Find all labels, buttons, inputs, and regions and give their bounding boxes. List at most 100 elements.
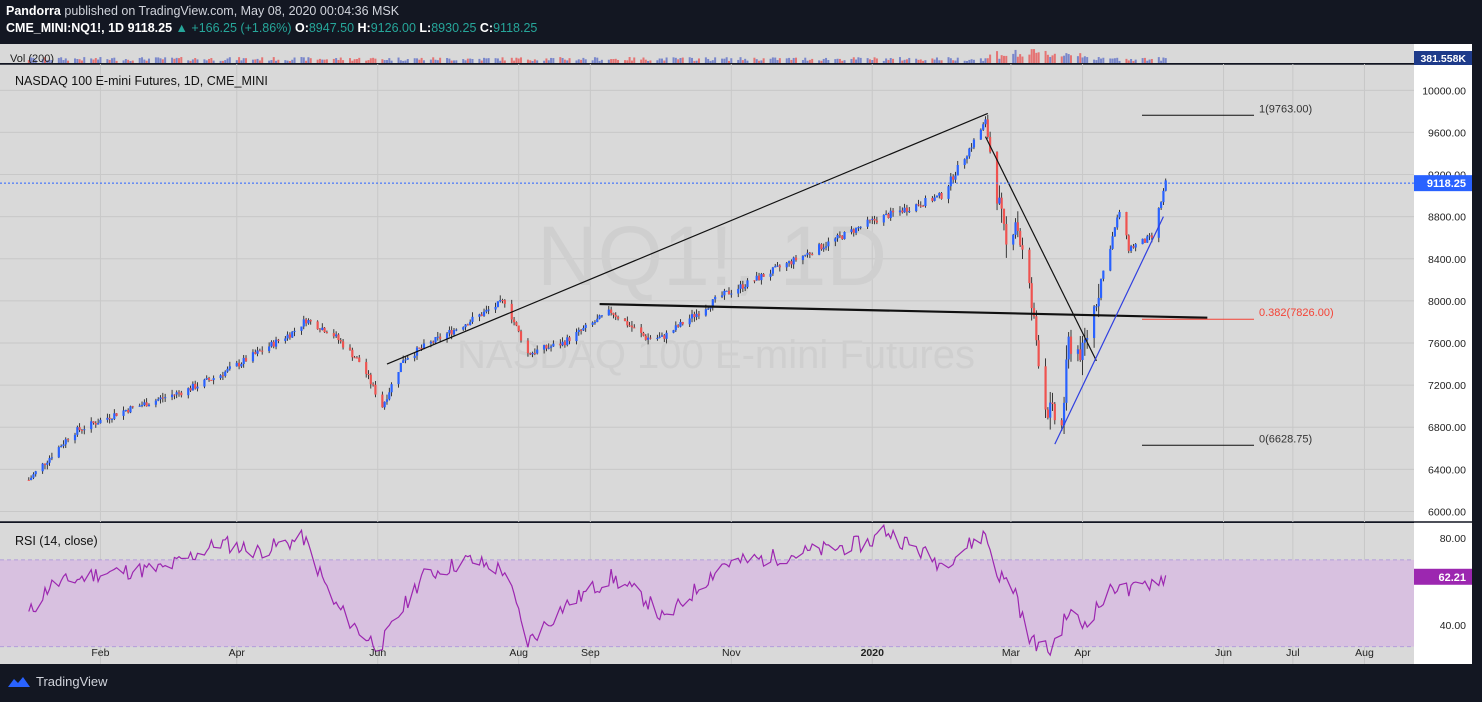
- candle: [1051, 402, 1054, 404]
- candle: [836, 235, 839, 239]
- volume-bar: [194, 58, 197, 63]
- candle: [1097, 297, 1100, 307]
- axis-tags: 9118.25 381.558K 62.21: [1414, 51, 1472, 585]
- candle: [127, 409, 130, 413]
- volume-bar: [1162, 57, 1165, 63]
- low-label: L:: [419, 21, 432, 35]
- candle: [995, 151, 999, 204]
- volume-bar: [1134, 59, 1137, 63]
- candle: [60, 446, 63, 448]
- volume-bar: [982, 60, 985, 63]
- volume-bar: [420, 57, 423, 63]
- candle: [244, 357, 248, 362]
- candle: [804, 254, 807, 256]
- candle: [196, 386, 199, 389]
- candle: [887, 213, 890, 218]
- grid-lines: [0, 63, 1472, 664]
- volume-bar: [187, 60, 190, 63]
- candle: [30, 477, 33, 480]
- candle: [972, 139, 976, 148]
- drawings[interactable]: 1(9763.00) 0.382(7826.00) 0(6628.75): [386, 103, 1334, 446]
- volume-bar: [496, 58, 499, 63]
- volume-bar: [1116, 57, 1119, 63]
- candle: [947, 186, 950, 199]
- candle: [963, 159, 966, 165]
- symbol-label[interactable]: CME_MINI:NQ1!, 1D: [6, 21, 125, 35]
- time-tick-label: Jul: [1286, 647, 1299, 659]
- brand-name[interactable]: TradingView: [36, 674, 108, 689]
- volume-bar: [413, 58, 416, 63]
- neckline-trendline: [599, 302, 1208, 319]
- volume-bar: [811, 58, 814, 63]
- candle: [194, 383, 197, 389]
- candle: [582, 327, 585, 331]
- volume-bar: [471, 58, 474, 63]
- volume-bar: [771, 57, 774, 63]
- candle: [157, 399, 160, 401]
- candle: [1086, 338, 1089, 340]
- candle: [868, 219, 872, 221]
- volume-bar: [94, 58, 97, 63]
- author-name[interactable]: Pandorra: [6, 4, 61, 18]
- volume-bar: [1069, 55, 1072, 63]
- volume-bar: [875, 58, 878, 63]
- volume-bar: [1095, 60, 1098, 63]
- volume-bar: [436, 60, 439, 63]
- candle: [665, 332, 668, 339]
- price-tick-label: 6400.00: [1428, 464, 1466, 476]
- volume-bar: [238, 57, 241, 63]
- volume-bar: [1014, 49, 1017, 63]
- candle: [739, 284, 742, 289]
- candle: [882, 215, 885, 223]
- time-axis[interactable]: [0, 664, 1472, 666]
- price-axis[interactable]: [1414, 44, 1472, 664]
- candle: [1134, 244, 1137, 248]
- candle: [50, 457, 54, 459]
- volume-bar: [245, 58, 248, 63]
- candle: [607, 309, 610, 316]
- volume-bar: [240, 60, 243, 63]
- candle: [801, 255, 805, 261]
- candle: [1035, 316, 1038, 341]
- volume-bar: [422, 60, 425, 63]
- candle: [235, 362, 238, 367]
- volume-bar: [1000, 55, 1003, 63]
- volume-bar: [369, 58, 372, 63]
- volume-bar: [323, 59, 326, 63]
- volume-bar: [402, 60, 405, 63]
- candle: [1118, 211, 1121, 218]
- volume-bar: [818, 60, 821, 63]
- volume-bar: [339, 57, 342, 63]
- candle: [309, 320, 312, 322]
- volume-bar: [996, 51, 999, 63]
- candle: [224, 371, 227, 376]
- candle: [630, 325, 634, 328]
- candle: [584, 324, 587, 328]
- volume-bar: [917, 59, 920, 63]
- volume-bar: [614, 58, 617, 63]
- volume-bar: [933, 59, 936, 63]
- volume-pane: [0, 44, 1414, 63]
- publisher-line: Pandorra published on TradingView.com, M…: [6, 4, 399, 18]
- candle: [1111, 236, 1114, 249]
- volume-bar: [1127, 60, 1130, 63]
- volume-bar: [873, 57, 876, 63]
- volume-bar: [219, 60, 222, 63]
- volume-bar: [591, 60, 594, 63]
- candle: [704, 309, 707, 316]
- volume-bar: [196, 59, 199, 63]
- volume-bar: [852, 57, 855, 63]
- volume-bar: [406, 59, 409, 63]
- volume-bar: [790, 59, 793, 63]
- volume-bar: [691, 57, 694, 63]
- volume-bar: [739, 57, 742, 63]
- candle: [792, 257, 795, 265]
- volume-bar: [1012, 53, 1015, 63]
- volume-bar: [640, 59, 643, 63]
- candle: [1060, 420, 1063, 426]
- volume-bar: [129, 60, 132, 63]
- volume-bar: [212, 60, 215, 63]
- volume-bar: [342, 60, 345, 63]
- volume-bar: [859, 57, 862, 63]
